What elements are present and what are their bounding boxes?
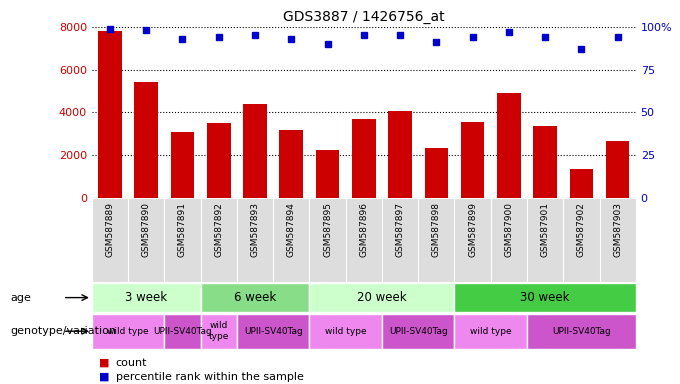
Bar [237, 198, 273, 282]
Text: UPII-SV40Tag: UPII-SV40Tag [243, 327, 303, 336]
Text: ■: ■ [99, 358, 109, 367]
Bar [92, 198, 128, 282]
Bar [600, 198, 636, 282]
Bar [98, 31, 122, 198]
Text: wild type: wild type [470, 327, 511, 336]
Bar [309, 314, 382, 349]
Bar [454, 314, 527, 349]
Bar [92, 283, 201, 312]
Bar [388, 111, 412, 198]
Bar [563, 198, 600, 282]
Text: percentile rank within the sample: percentile rank within the sample [116, 372, 303, 382]
Bar [461, 122, 484, 198]
Text: GSM587889: GSM587889 [105, 202, 114, 257]
Text: 30 week: 30 week [520, 291, 570, 304]
Text: GSM587900: GSM587900 [505, 202, 513, 257]
Bar [171, 132, 194, 198]
Bar [279, 131, 303, 198]
Text: UPII-SV40Tag: UPII-SV40Tag [552, 327, 611, 336]
Text: UPII-SV40Tag: UPII-SV40Tag [389, 327, 447, 336]
Bar [527, 198, 563, 282]
Text: 20 week: 20 week [357, 291, 407, 304]
Bar [309, 283, 454, 312]
Bar [316, 150, 339, 198]
Text: wild
type: wild type [209, 321, 229, 341]
Bar [201, 198, 237, 282]
Text: GSM587893: GSM587893 [250, 202, 260, 257]
Bar [345, 198, 382, 282]
Bar [382, 314, 454, 349]
Bar [201, 314, 237, 349]
Text: GSM587899: GSM587899 [468, 202, 477, 257]
Bar [243, 104, 267, 198]
Text: genotype/variation: genotype/variation [10, 326, 116, 336]
Bar [201, 283, 309, 312]
Text: GSM587890: GSM587890 [141, 202, 151, 257]
Bar [424, 147, 448, 198]
Title: GDS3887 / 1426756_at: GDS3887 / 1426756_at [283, 10, 445, 25]
Text: 3 week: 3 week [125, 291, 167, 304]
Text: GSM587892: GSM587892 [214, 202, 223, 257]
Bar [454, 198, 491, 282]
Bar [497, 93, 521, 198]
Text: GSM587898: GSM587898 [432, 202, 441, 257]
Text: UPII-SV40Tag: UPII-SV40Tag [153, 327, 212, 336]
Text: GSM587896: GSM587896 [359, 202, 369, 257]
Text: GSM587891: GSM587891 [178, 202, 187, 257]
Text: ■: ■ [99, 372, 109, 382]
Bar [273, 198, 309, 282]
Bar [533, 126, 557, 198]
Bar [309, 198, 345, 282]
Text: GSM587903: GSM587903 [613, 202, 622, 257]
Bar [418, 198, 454, 282]
Bar [352, 119, 375, 198]
Text: GSM587895: GSM587895 [323, 202, 332, 257]
Text: wild type: wild type [325, 327, 367, 336]
Bar [527, 314, 636, 349]
Bar [570, 169, 593, 198]
Bar [382, 198, 418, 282]
Bar [207, 123, 231, 198]
Bar [92, 314, 165, 349]
Text: 6 week: 6 week [234, 291, 276, 304]
Bar [491, 198, 527, 282]
Text: age: age [10, 293, 31, 303]
Text: wild type: wild type [107, 327, 149, 336]
Text: GSM587894: GSM587894 [287, 202, 296, 257]
Bar [135, 83, 158, 198]
Text: GSM587902: GSM587902 [577, 202, 586, 257]
Bar [454, 283, 636, 312]
Bar [606, 141, 630, 198]
Text: count: count [116, 358, 147, 367]
Text: GSM587897: GSM587897 [396, 202, 405, 257]
Text: GSM587901: GSM587901 [541, 202, 549, 257]
Bar [237, 314, 309, 349]
Bar [128, 198, 165, 282]
Bar [165, 198, 201, 282]
Bar [165, 314, 201, 349]
